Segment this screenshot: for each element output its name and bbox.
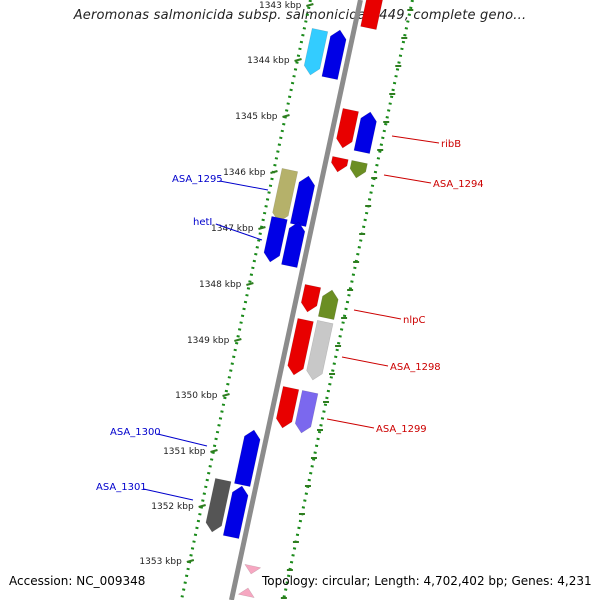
- kbp-tick-label: 1351 kbp: [163, 447, 206, 457]
- kbp-tick-label: 1343 kbp: [259, 1, 302, 11]
- left-label-leader: [157, 433, 208, 447]
- kbp-tick-mark: [258, 226, 266, 230]
- right-gene-label[interactable]: ASA_1294: [433, 179, 484, 190]
- left-label-leader: [219, 180, 269, 191]
- gene-arrow[interactable]: [222, 485, 249, 540]
- gene-arrow[interactable]: [317, 289, 339, 321]
- right-guide-line: [281, 0, 414, 600]
- gene-arrow[interactable]: [300, 283, 322, 313]
- backbone-line: [229, 0, 363, 600]
- gene-arrow[interactable]: [238, 587, 255, 599]
- gene-arrow[interactable]: [303, 27, 329, 76]
- left-gene-label[interactable]: ASA_1301: [96, 482, 147, 493]
- gene-arrow[interactable]: [331, 155, 349, 173]
- gene-arrow[interactable]: [263, 215, 288, 263]
- accession-text: Accession: NC_009348: [9, 574, 146, 588]
- gene-arrow[interactable]: [275, 385, 300, 429]
- gene-arrow[interactable]: [244, 563, 261, 575]
- gene-arrow[interactable]: [306, 319, 334, 381]
- left-label-leader: [215, 223, 263, 241]
- kbp-tick-mark: [198, 504, 206, 508]
- kbp-tick-mark: [282, 114, 290, 118]
- map-title: Aeromonas salmonicida subsp. salmonicida…: [73, 8, 527, 23]
- left-gene-label[interactable]: hetI: [193, 217, 212, 228]
- left-label-leader: [143, 488, 194, 501]
- kbp-tick-label: 1353 kbp: [139, 557, 182, 567]
- right-gene-label[interactable]: ASA_1298: [390, 362, 441, 373]
- kbp-tick-label: 1350 kbp: [175, 391, 218, 401]
- topology-text: Topology: circular; Length: 4,702,402 bp…: [262, 574, 592, 588]
- gene-arrow[interactable]: [294, 389, 319, 434]
- kbp-tick-mark: [246, 282, 254, 286]
- gene-arrow[interactable]: [287, 317, 314, 376]
- kbp-tick-mark: [294, 58, 302, 62]
- kbp-tick-label: 1347 kbp: [211, 224, 254, 234]
- kbp-tick-label: 1349 kbp: [187, 336, 230, 346]
- gene-arrow[interactable]: [205, 477, 232, 533]
- kbp-tick-label: 1348 kbp: [199, 280, 242, 290]
- kbp-tick-mark: [306, 3, 314, 7]
- gene-arrow[interactable]: [233, 429, 261, 488]
- kbp-tick-label: 1352 kbp: [151, 502, 194, 512]
- left-gene-label[interactable]: ASA_1300: [110, 427, 161, 438]
- right-gene-label[interactable]: ASA_1299: [376, 424, 427, 435]
- right-label-leader: [383, 174, 432, 184]
- kbp-tick-mark: [186, 559, 195, 563]
- right-label-leader: [353, 309, 402, 320]
- gene-arrow[interactable]: [360, 0, 385, 31]
- right-gene-label[interactable]: nlpC: [403, 315, 425, 326]
- kbp-tick-mark: [270, 170, 278, 174]
- kbp-tick-label: 1344 kbp: [247, 56, 290, 66]
- gene-arrow[interactable]: [281, 221, 306, 269]
- kbp-tick-mark: [234, 338, 242, 342]
- gene-arrow[interactable]: [353, 111, 377, 155]
- left-guide-line: [179, 0, 312, 600]
- right-label-leader: [391, 135, 440, 144]
- kbp-tick-label: 1345 kbp: [235, 112, 278, 122]
- right-label-leader: [326, 418, 375, 429]
- left-gene-label[interactable]: ASA_1295: [172, 174, 223, 185]
- gene-arrow[interactable]: [321, 29, 347, 81]
- kbp-tick-mark: [222, 393, 230, 397]
- right-label-leader: [341, 356, 389, 367]
- kbp-tick-label: 1346 kbp: [223, 168, 266, 178]
- kbp-tick-mark: [210, 449, 218, 453]
- right-gene-label[interactable]: ribB: [441, 139, 461, 150]
- gene-arrow[interactable]: [349, 159, 368, 179]
- gene-arrow[interactable]: [336, 107, 359, 149]
